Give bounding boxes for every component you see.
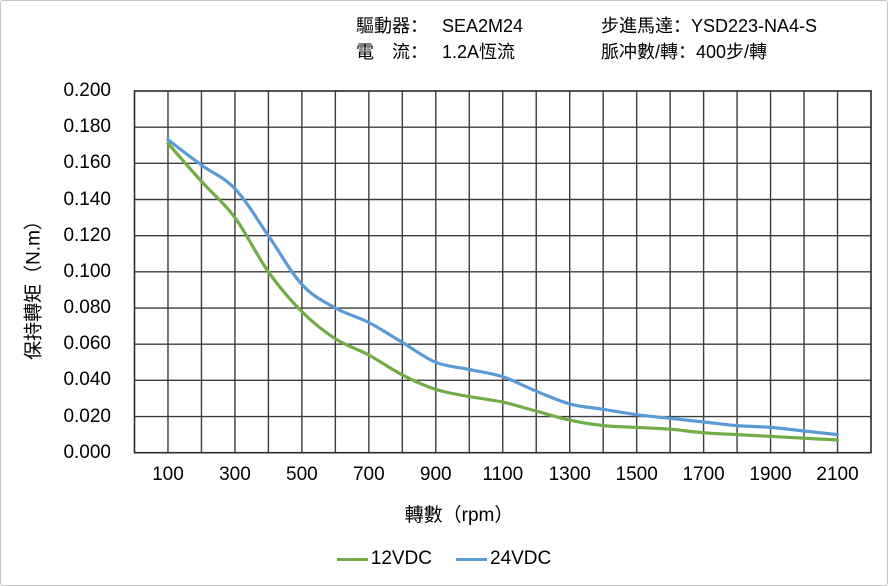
y-tick-label: 0.000 (63, 441, 111, 463)
header-motor: 步進馬達：YSD223-NA4-S (601, 14, 817, 38)
x-tick-label: 1900 (749, 464, 792, 485)
x-tick-label: 1100 (482, 464, 524, 485)
motor-label: 步進馬達： (601, 16, 691, 36)
driver-value: SEA2M24 (442, 16, 524, 36)
x-tick-label: 1700 (682, 464, 725, 485)
y-tick-label: 0.160 (63, 152, 111, 174)
y-tick-label: 0.200 (63, 80, 111, 101)
current-value: 1.2A恆流 (442, 42, 516, 62)
series-line-24vdc (166, 138, 840, 437)
legend-item-12vdc: 12VDC (336, 548, 432, 570)
pulses-value: 400步/轉 (696, 42, 768, 62)
x-tick-label: 2100 (816, 464, 859, 485)
motor-value: YSD223-NA4-S (691, 16, 818, 36)
x-tick-label: 1500 (615, 464, 658, 485)
y-tick-label: 0.080 (63, 297, 111, 319)
pulses-label: 脈冲數/轉： (601, 42, 697, 62)
series-line-12vdc (166, 141, 840, 442)
y-tick-label: 0.100 (63, 260, 111, 282)
plot-border (133, 90, 872, 454)
current-label: 電 流： (356, 42, 428, 62)
legend-line-24vdc-icon (456, 557, 487, 561)
x-tick-label: 700 (352, 464, 385, 485)
legend: 12VDC 24VDC (1, 548, 887, 570)
y-tick-label: 0.140 (63, 188, 111, 210)
header-current: 電 流： 1.2A恆流 (356, 40, 515, 64)
y-tick-label: 0.040 (63, 369, 111, 391)
header-pulses: 脈冲數/轉：400步/轉 (601, 40, 767, 64)
header-driver: 驅動器： SEA2M24 (356, 14, 523, 38)
x-tick-label: 100 (152, 464, 184, 485)
y-tick-label: 0.180 (63, 116, 111, 138)
x-tick-label: 500 (286, 464, 318, 485)
y-tick-label: 0.020 (63, 405, 111, 427)
x-tick-label: 300 (219, 464, 251, 485)
gridlines (134, 91, 871, 453)
driver-label: 驅動器： (356, 16, 428, 36)
legend-label-24vdc: 24VDC (490, 548, 552, 569)
x-tick-label: 1300 (548, 464, 591, 485)
y-tick-label: 0.120 (63, 224, 111, 246)
legend-line-12vdc-icon (336, 557, 368, 561)
y-tick-label: 0.060 (63, 333, 111, 355)
legend-label-12vdc: 12VDC (370, 548, 432, 569)
legend-item-24vdc: 24VDC (456, 548, 551, 570)
x-tick-label: 900 (419, 464, 452, 485)
x-axis-title: 轉數（rpm） (404, 505, 514, 526)
